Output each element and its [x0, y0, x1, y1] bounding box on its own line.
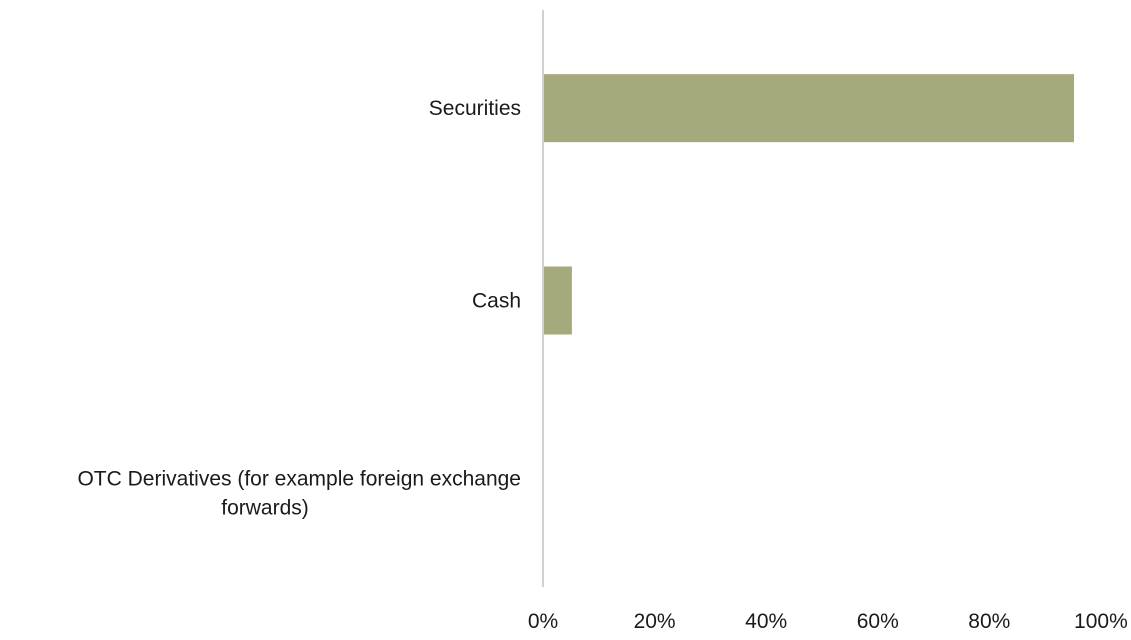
x-tick-label: 20% [634, 610, 676, 633]
category-label: Cash [472, 290, 521, 313]
category-label: OTC Derivatives (for example foreign exc… [77, 467, 521, 519]
x-tick-label: 60% [857, 610, 899, 633]
x-tick-label: 80% [968, 610, 1010, 633]
x-tick-labels: 0% 20% 40% 60% 80% 100% [528, 610, 1128, 633]
bar [544, 266, 572, 335]
category-labels: Securities Cash OTC Derivatives (for examp… [77, 97, 521, 519]
bars-group [544, 74, 1074, 335]
category-label: Securities [429, 97, 521, 120]
x-tick-label: 0% [528, 610, 558, 633]
category-label-line: forwards) [221, 496, 309, 519]
x-tick-label: 40% [745, 610, 787, 633]
category-label-line: Securities [429, 97, 521, 120]
bar [544, 74, 1074, 143]
x-tick-label: 100% [1074, 610, 1128, 633]
category-label-line: Cash [472, 290, 521, 313]
category-label-line: OTC Derivatives (for example foreign exc… [77, 467, 521, 490]
